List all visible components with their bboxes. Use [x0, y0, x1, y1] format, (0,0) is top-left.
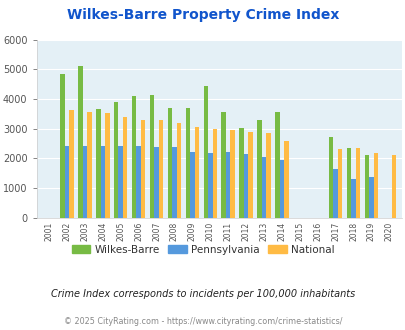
Bar — [337, 148, 341, 218]
Bar — [239, 128, 243, 218]
Bar — [154, 147, 158, 218]
Bar — [194, 127, 198, 218]
Text: Crime Index corresponds to incidents per 100,000 inhabitants: Crime Index corresponds to incidents per… — [51, 289, 354, 299]
Bar — [96, 110, 100, 218]
Bar — [275, 112, 279, 218]
Bar — [167, 108, 172, 218]
Bar — [83, 146, 87, 218]
Bar — [333, 169, 337, 218]
Text: Wilkes-Barre Property Crime Index: Wilkes-Barre Property Crime Index — [67, 8, 338, 22]
Bar — [243, 154, 248, 218]
Bar — [141, 120, 145, 218]
Bar — [105, 113, 109, 218]
Bar — [172, 147, 176, 218]
Bar — [203, 86, 207, 218]
Bar — [158, 120, 163, 218]
Bar — [355, 148, 359, 218]
Bar — [176, 123, 181, 218]
Bar — [212, 129, 216, 218]
Bar — [69, 110, 74, 218]
Bar — [328, 137, 333, 218]
Bar — [100, 146, 105, 218]
Bar — [123, 117, 127, 218]
Bar — [221, 112, 226, 218]
Bar — [248, 132, 252, 218]
Bar — [279, 160, 283, 218]
Bar — [364, 155, 368, 218]
Bar — [190, 152, 194, 218]
Text: © 2025 CityRating.com - https://www.cityrating.com/crime-statistics/: © 2025 CityRating.com - https://www.city… — [64, 317, 341, 326]
Bar — [185, 108, 190, 218]
Bar — [391, 155, 395, 218]
Bar — [346, 148, 350, 218]
Bar — [64, 146, 69, 218]
Bar — [368, 177, 373, 218]
Bar — [373, 153, 377, 218]
Bar — [136, 146, 141, 218]
Bar — [78, 66, 83, 218]
Bar — [257, 120, 261, 218]
Bar — [350, 179, 355, 218]
Bar — [226, 152, 230, 218]
Bar — [118, 146, 123, 218]
Bar — [114, 102, 118, 218]
Bar — [266, 133, 270, 218]
Bar — [230, 130, 234, 218]
Bar — [149, 95, 154, 218]
Bar — [261, 157, 266, 218]
Bar — [207, 153, 212, 218]
Bar — [60, 74, 64, 218]
Bar — [132, 96, 136, 218]
Legend: Wilkes-Barre, Pennsylvania, National: Wilkes-Barre, Pennsylvania, National — [67, 241, 338, 259]
Bar — [284, 141, 288, 218]
Bar — [87, 112, 92, 218]
